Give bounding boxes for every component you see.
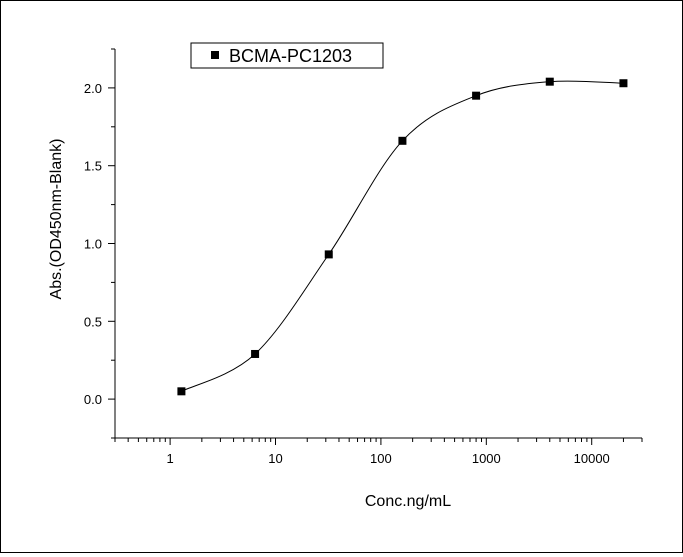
fit-curve (181, 80, 624, 392)
y-tick-label: 1.5 (84, 159, 102, 174)
legend-marker (211, 51, 219, 59)
y-tick-label: 1.0 (84, 237, 102, 252)
data-points (177, 77, 628, 396)
y-axis-title: Abs.(OD450nm-Blank) (48, 139, 65, 300)
data-point (251, 349, 260, 358)
data-point (398, 136, 407, 145)
data-point (472, 91, 481, 100)
x-tick-label: 1 (166, 451, 173, 466)
legend-label: BCMA-PC1203 (229, 46, 352, 66)
legend-box (190, 42, 384, 69)
y-tick-label: 0.5 (84, 314, 102, 329)
x-tick-label: 1000 (472, 451, 501, 466)
y-tick-label: 0.0 (84, 392, 102, 407)
legend: BCMA-PC1203 (190, 42, 384, 69)
axes (114, 49, 642, 439)
data-point (177, 387, 186, 396)
x-axis-title: Conc.ng/mL (365, 493, 451, 510)
x-tick-label: 10000 (574, 451, 610, 466)
data-point (324, 250, 333, 259)
ticks: 1 10 100 1000 10000 0.0 0.5 1.0 1.5 2.0 (84, 48, 643, 466)
data-point (545, 77, 554, 86)
y-tick-label: 2.0 (84, 81, 102, 96)
x-tick-label: 10 (268, 451, 282, 466)
data-point (619, 79, 628, 88)
x-tick-label: 100 (370, 451, 392, 466)
